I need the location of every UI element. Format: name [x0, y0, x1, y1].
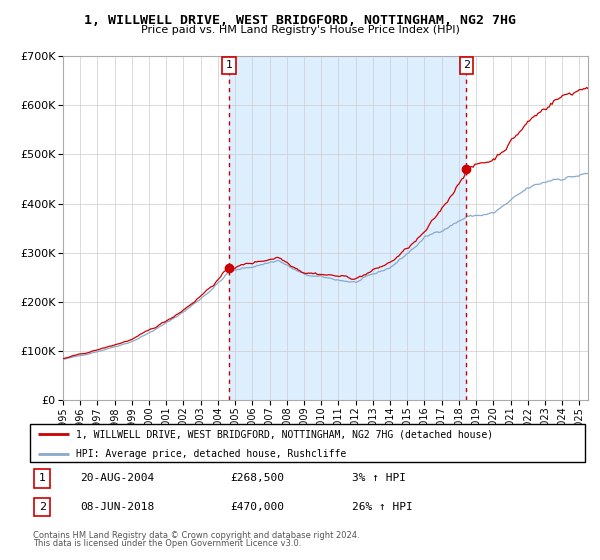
Text: 2: 2: [463, 60, 470, 70]
Text: 1, WILLWELL DRIVE, WEST BRIDGFORD, NOTTINGHAM, NG2 7HG: 1, WILLWELL DRIVE, WEST BRIDGFORD, NOTTI…: [84, 14, 516, 27]
Text: 1: 1: [39, 473, 46, 483]
Text: Price paid vs. HM Land Registry's House Price Index (HPI): Price paid vs. HM Land Registry's House …: [140, 25, 460, 35]
Text: 1: 1: [226, 60, 232, 70]
Text: 20-AUG-2004: 20-AUG-2004: [80, 473, 154, 483]
Text: 1, WILLWELL DRIVE, WEST BRIDGFORD, NOTTINGHAM, NG2 7HG (detached house): 1, WILLWELL DRIVE, WEST BRIDGFORD, NOTTI…: [76, 429, 493, 439]
Text: 08-JUN-2018: 08-JUN-2018: [80, 502, 154, 512]
Text: 3% ↑ HPI: 3% ↑ HPI: [352, 473, 406, 483]
Text: This data is licensed under the Open Government Licence v3.0.: This data is licensed under the Open Gov…: [33, 539, 301, 548]
Text: 26% ↑ HPI: 26% ↑ HPI: [352, 502, 413, 512]
Text: HPI: Average price, detached house, Rushcliffe: HPI: Average price, detached house, Rush…: [76, 449, 346, 459]
Text: Contains HM Land Registry data © Crown copyright and database right 2024.: Contains HM Land Registry data © Crown c…: [33, 531, 359, 540]
FancyBboxPatch shape: [30, 424, 585, 462]
Bar: [229, 56, 466, 400]
Text: £470,000: £470,000: [230, 502, 284, 512]
Text: 2: 2: [38, 502, 46, 512]
Text: £268,500: £268,500: [230, 473, 284, 483]
